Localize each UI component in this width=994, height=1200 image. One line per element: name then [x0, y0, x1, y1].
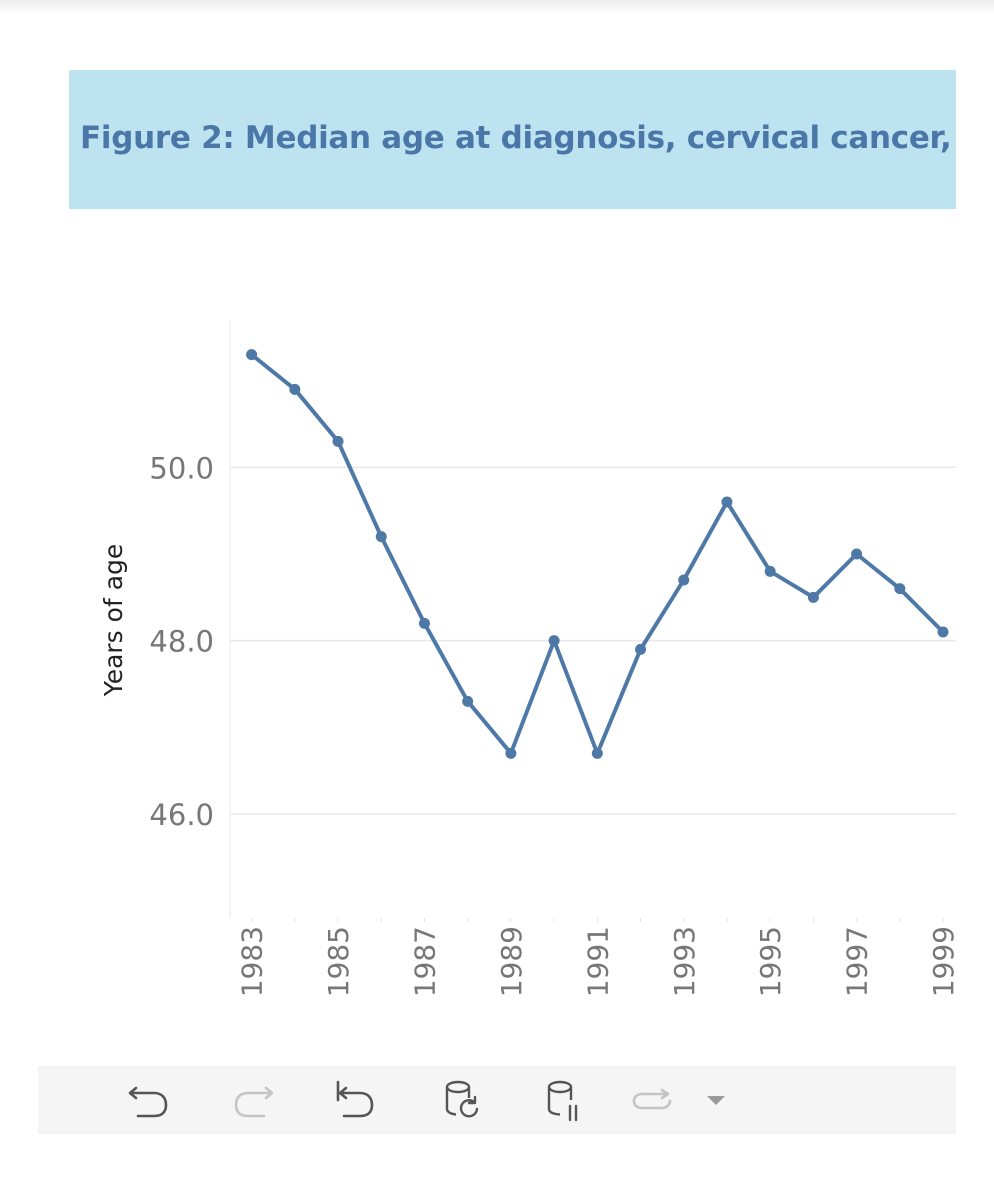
- x-tick-label: 1985: [322, 926, 355, 997]
- redo-icon: [234, 1086, 274, 1118]
- x-tick-label: 1997: [841, 926, 874, 997]
- x-tick-label: 1999: [927, 926, 960, 997]
- data-point[interactable]: [591, 747, 603, 759]
- redo-button[interactable]: [222, 1066, 282, 1134]
- y-tick-label: 48.0: [149, 625, 214, 659]
- data-point[interactable]: [678, 574, 690, 586]
- data-point[interactable]: [462, 695, 474, 707]
- chart-title: Figure 2: Median age at diagnosis, cervi…: [80, 120, 956, 156]
- replay-icon: [632, 1088, 672, 1110]
- toolbar: [38, 1066, 956, 1134]
- y-tick-label: 50.0: [149, 451, 214, 485]
- axis-layer: 46.0 48.0 50.0 1983 1985 1987 1989 1991 1993 1995…: [149, 320, 960, 997]
- data-point[interactable]: [375, 531, 387, 543]
- y-tick-label: 46.0: [149, 798, 214, 832]
- refresh-data-button[interactable]: [432, 1066, 492, 1134]
- dropdown-caret-icon: [707, 1096, 725, 1105]
- title-banner: Figure 2: Median age at diagnosis, cervi…: [69, 70, 956, 209]
- data-point[interactable]: [764, 565, 776, 577]
- data-point[interactable]: [548, 635, 560, 647]
- x-tick-labels: 1983 1985 1987 1989 1991 1993 1995 1997 1999: [236, 926, 960, 997]
- pause-updates-button[interactable]: [534, 1066, 594, 1134]
- data-point[interactable]: [807, 591, 819, 603]
- line-chart: 46.0 48.0 50.0 1983 1985 1987 1989 1991 1993 1995…: [99, 320, 960, 997]
- data-point[interactable]: [721, 496, 733, 508]
- data-point[interactable]: [289, 383, 301, 395]
- x-tick-label: 1993: [668, 926, 701, 997]
- replay-animation-button[interactable]: [622, 1066, 682, 1134]
- data-point[interactable]: [894, 583, 906, 595]
- database-pause-icon: [547, 1080, 578, 1122]
- x-tick-label: 1987: [408, 926, 441, 997]
- revert-icon: [336, 1080, 374, 1118]
- data-point[interactable]: [851, 548, 863, 560]
- series-layer: [246, 349, 949, 759]
- data-point[interactable]: [246, 349, 258, 361]
- x-tick-label: 1983: [236, 926, 269, 997]
- data-point[interactable]: [332, 435, 344, 447]
- undo-button[interactable]: [120, 1066, 180, 1134]
- database-refresh-icon: [445, 1080, 479, 1118]
- revert-button[interactable]: [324, 1066, 384, 1134]
- top-shadow: [0, 0, 994, 14]
- grid-layer: [230, 466, 956, 815]
- x-tick-label: 1995: [754, 926, 787, 997]
- x-tick-label: 1989: [495, 926, 528, 997]
- y-axis-title: Years of age: [99, 544, 128, 698]
- series-line: [249, 352, 946, 756]
- undo-icon: [128, 1086, 168, 1118]
- more-options-button[interactable]: [698, 1066, 734, 1134]
- data-point[interactable]: [635, 643, 647, 655]
- x-tick-label: 1991: [581, 926, 614, 997]
- data-point[interactable]: [937, 626, 949, 638]
- data-point[interactable]: [418, 617, 430, 629]
- data-point[interactable]: [505, 747, 517, 759]
